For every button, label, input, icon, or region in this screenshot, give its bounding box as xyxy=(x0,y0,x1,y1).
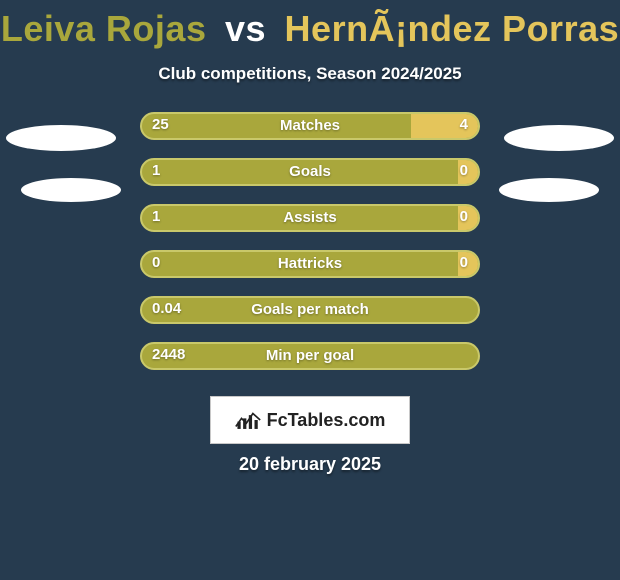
stat-value-left: 1 xyxy=(152,158,160,184)
vs-label: vs xyxy=(225,8,266,49)
stat-value-left: 2448 xyxy=(152,342,185,368)
stat-bar: Min per goal xyxy=(140,342,480,370)
stat-value-right: 0 xyxy=(460,158,468,184)
stat-bar: Assists xyxy=(140,204,480,232)
stat-bar: Matches xyxy=(140,112,480,140)
comparison-title: Leiva Rojas vs HernÃ¡ndez Porras xyxy=(0,0,620,50)
stat-row: Goals per match0.04 xyxy=(0,296,620,324)
player2-name: HernÃ¡ndez Porras xyxy=(285,8,620,49)
stat-label: Min per goal xyxy=(142,344,478,368)
stat-value-left: 1 xyxy=(152,204,160,230)
stat-value-right: 0 xyxy=(460,204,468,230)
stat-label: Assists xyxy=(142,206,478,230)
stat-bar: Goals xyxy=(140,158,480,186)
subtitle: Club competitions, Season 2024/2025 xyxy=(0,64,620,84)
stat-bar: Goals per match xyxy=(140,296,480,324)
stat-row: Hattricks0 0 xyxy=(0,250,620,278)
stat-label: Goals xyxy=(142,160,478,184)
player1-name: Leiva Rojas xyxy=(1,8,207,49)
stat-label: Matches xyxy=(142,114,478,138)
stats-container: Matches254Goals10Assists10Hattricks00Goa… xyxy=(0,112,620,370)
stat-row: Min per goal2448 xyxy=(0,342,620,370)
fctables-logo: FcTables.com xyxy=(210,396,410,444)
stat-value-left: 25 xyxy=(152,112,169,138)
stat-label: Goals per match xyxy=(142,298,478,322)
logo-text: FcTables.com xyxy=(267,410,386,431)
stat-value-left: 0.04 xyxy=(152,296,181,322)
stat-row: Assists1 0 xyxy=(0,204,620,232)
stat-value-right: 0 xyxy=(460,250,468,276)
stat-value-right: 4 xyxy=(460,112,468,138)
stat-value-left: 0 xyxy=(152,250,160,276)
date-label: 20 february 2025 xyxy=(0,454,620,475)
stat-label: Hattricks xyxy=(142,252,478,276)
logo-chart-icon xyxy=(235,410,261,430)
stat-row: Goals1 0 xyxy=(0,158,620,186)
stat-row: Matches25 4 xyxy=(0,112,620,140)
stat-bar: Hattricks xyxy=(140,250,480,278)
